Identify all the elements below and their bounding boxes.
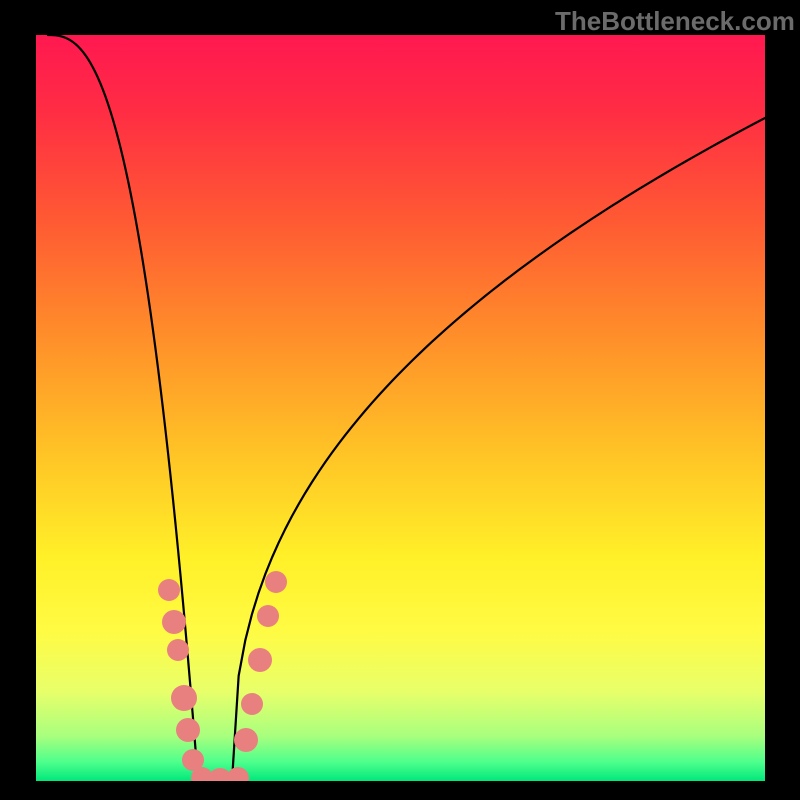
watermark-text: TheBottleneck.com: [555, 6, 795, 37]
marker-point: [167, 639, 189, 661]
marker-point: [234, 728, 258, 752]
plot-area: [36, 35, 765, 781]
marker-point: [162, 610, 186, 634]
marker-point: [241, 693, 263, 715]
chart-container: TheBottleneck.com: [0, 0, 800, 800]
marker-point: [257, 605, 279, 627]
marker-point: [171, 685, 197, 711]
marker-point: [248, 648, 272, 672]
gradient-background: [36, 35, 765, 781]
marker-point: [158, 579, 180, 601]
marker-point: [176, 718, 200, 742]
marker-point: [265, 571, 287, 593]
plot-svg: [36, 35, 765, 781]
